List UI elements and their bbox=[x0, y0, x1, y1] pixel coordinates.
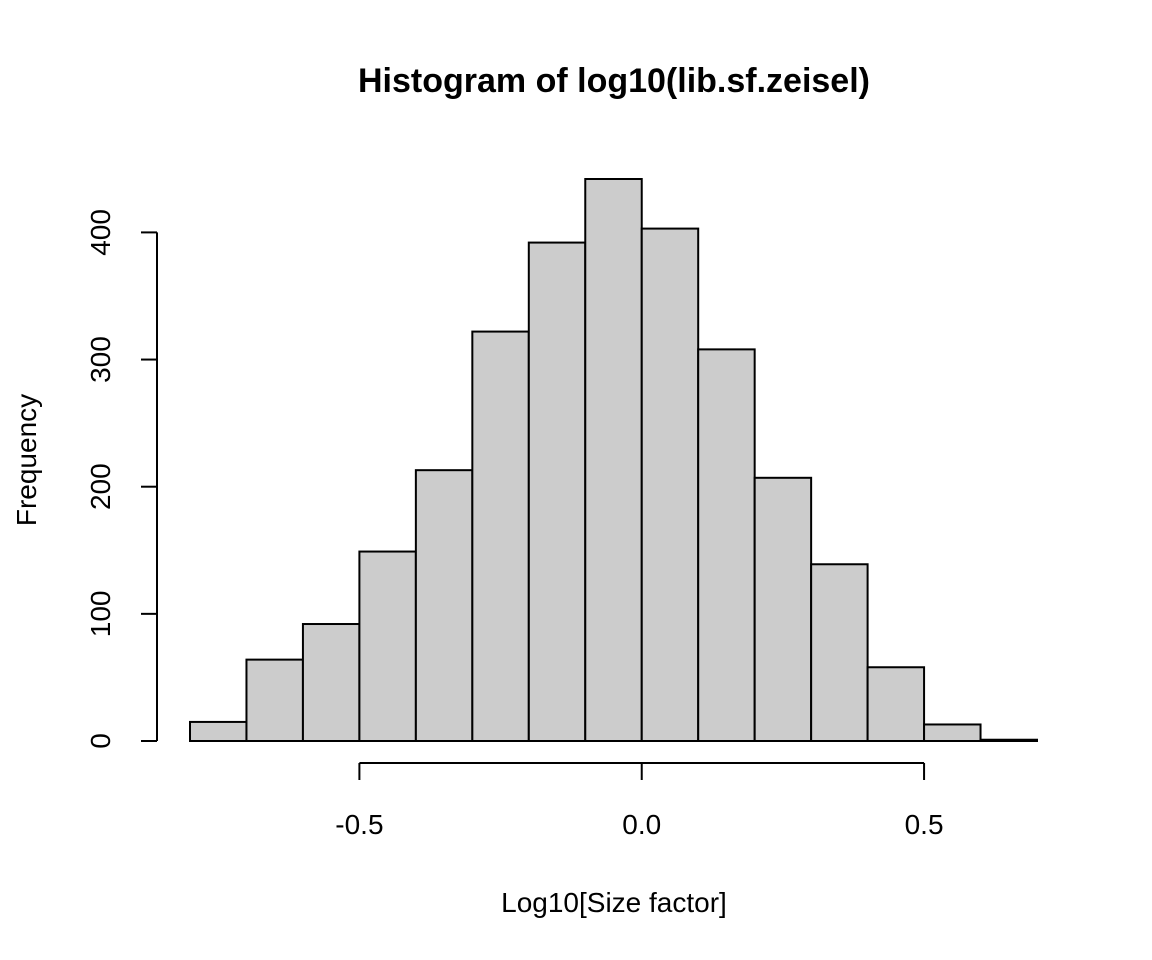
y-axis-title: Frequency bbox=[11, 394, 42, 526]
y-tick-label: 200 bbox=[85, 463, 116, 510]
bars-group bbox=[189, 178, 1038, 743]
histogram-bar bbox=[584, 178, 643, 742]
y-tick-label: 300 bbox=[85, 336, 116, 383]
y-tick-label: 100 bbox=[85, 590, 116, 637]
histogram-bar bbox=[979, 738, 1038, 743]
x-tick-label: 0.0 bbox=[622, 809, 661, 840]
histogram-bar bbox=[301, 623, 361, 743]
y-tick-label: 0 bbox=[85, 733, 116, 749]
histogram-bar bbox=[471, 330, 530, 742]
y-axis: 0 100 200 300 400 bbox=[85, 209, 158, 749]
histogram-bar bbox=[527, 241, 587, 743]
x-axis-title: Log10[Size factor] bbox=[501, 887, 727, 918]
histogram-bar bbox=[866, 666, 926, 743]
y-tick-label: 400 bbox=[85, 209, 116, 256]
histogram-bar bbox=[245, 658, 304, 743]
histogram-bar bbox=[697, 348, 756, 742]
histogram-bar bbox=[810, 563, 869, 743]
x-axis: -0.5 0.0 0.5 bbox=[335, 762, 944, 840]
x-tick-label: 0.5 bbox=[905, 809, 944, 840]
x-tick-label: -0.5 bbox=[335, 809, 383, 840]
histogram-bar bbox=[189, 720, 248, 743]
histogram-bar bbox=[414, 469, 474, 742]
histogram-bar bbox=[640, 227, 700, 742]
chart-title: Histogram of log10(lib.sf.zeisel) bbox=[358, 62, 870, 100]
histogram-bar bbox=[358, 550, 417, 742]
histogram-bar bbox=[923, 723, 982, 742]
histogram-bar bbox=[753, 476, 813, 742]
